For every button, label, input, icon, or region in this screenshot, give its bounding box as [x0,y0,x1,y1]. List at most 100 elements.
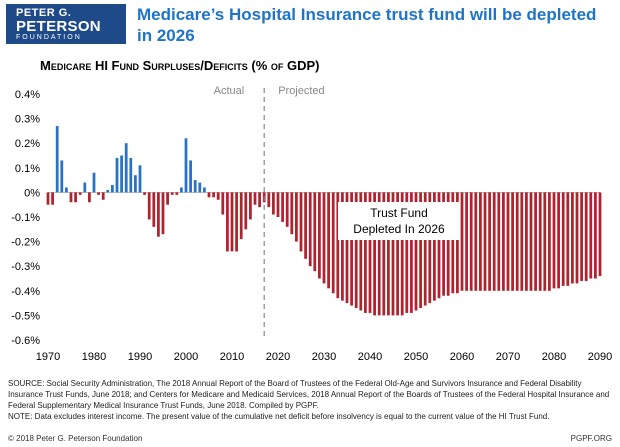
bar [175,192,179,195]
bar [88,192,91,203]
headline: Medicare’s Hospital Insurance trust fund… [137,5,597,45]
bar [134,175,137,193]
bar [561,192,565,286]
bar [446,192,450,296]
bar [115,157,119,193]
bar [373,192,376,316]
bar [143,192,146,195]
bar [166,192,169,205]
bar [382,192,386,316]
x-tick-label: 2050 [404,351,428,363]
bar [65,187,68,193]
site-link[interactable]: PGPF.ORG [570,434,612,443]
bar [474,192,478,291]
bar [74,192,77,203]
y-tick-label: -0.2% [11,237,40,249]
bar [350,192,353,306]
bar [345,192,349,304]
annotation-box [338,202,460,240]
bar [189,160,192,193]
bar [152,192,156,227]
y-tick-label: 0.2% [15,138,40,150]
bar [157,192,160,237]
bar [216,192,220,200]
copyright: © 2018 Peter G. Peterson Foundation [8,434,143,443]
bar [97,192,100,195]
bar [276,192,280,217]
bar [460,192,464,291]
bar [525,192,528,291]
bar [299,192,303,252]
bar [244,192,248,230]
bar [212,192,215,198]
bar [249,192,252,220]
bar [391,192,395,316]
bar [594,192,597,279]
bar [308,192,312,267]
bar [129,157,133,193]
y-tick-label: 0% [24,187,40,199]
bar [258,192,261,208]
bar [184,138,188,193]
bar [571,192,574,284]
bar [207,192,211,198]
y-tick-label: -0.4% [11,286,40,298]
bar [290,192,294,235]
bar [51,192,54,205]
bar [147,192,151,220]
bar [419,192,422,309]
bar [437,192,441,299]
bar [396,192,399,316]
bar [483,192,487,291]
bar [83,182,87,193]
bar [111,185,114,193]
bar [488,192,491,291]
bar [322,192,326,284]
bar [400,192,404,316]
bar [138,165,142,193]
y-tick-label: 0.1% [15,163,40,175]
bar [55,125,59,193]
bar [598,192,602,277]
peterson-foundation-logo: PETER G. PETERSON FOUNDATION [6,4,126,44]
bar [451,192,455,294]
bar [69,192,73,203]
x-tick-label: 2090 [588,351,612,363]
x-tick-label: 2030 [312,351,336,363]
bar [575,192,579,284]
bar [506,192,510,291]
logo-line-2: PETERSON [16,18,101,35]
x-tick-label: 2080 [542,351,566,363]
bar [281,192,284,222]
bar [221,192,225,215]
x-tick-label: 2040 [358,351,382,363]
bar [497,192,501,291]
bar [226,192,229,252]
bar [465,192,468,291]
bar [515,192,519,291]
bar [405,192,409,313]
bar [492,192,496,291]
y-tick-label: 0.4% [15,89,40,101]
x-tick-label: 2020 [266,351,290,363]
bar [120,155,123,193]
bar [543,192,547,291]
bar [161,192,165,235]
bar [304,192,307,259]
bar [502,192,505,291]
bar [387,192,390,316]
note-text: NOTE: Data excludes interest income. The… [8,412,550,421]
bar [552,192,556,289]
x-tick-label: 2010 [220,351,244,363]
bar [272,192,275,215]
bar [589,192,593,279]
bar [239,192,243,240]
annotation-line-2: Depleted In 2026 [353,222,445,236]
y-tick-label: -0.6% [11,335,40,347]
bar [235,192,238,252]
bar [313,192,317,272]
y-tick-label: 0.3% [15,114,40,126]
x-tick-label: 2070 [496,351,520,363]
bar [584,192,588,281]
bar [534,192,537,291]
